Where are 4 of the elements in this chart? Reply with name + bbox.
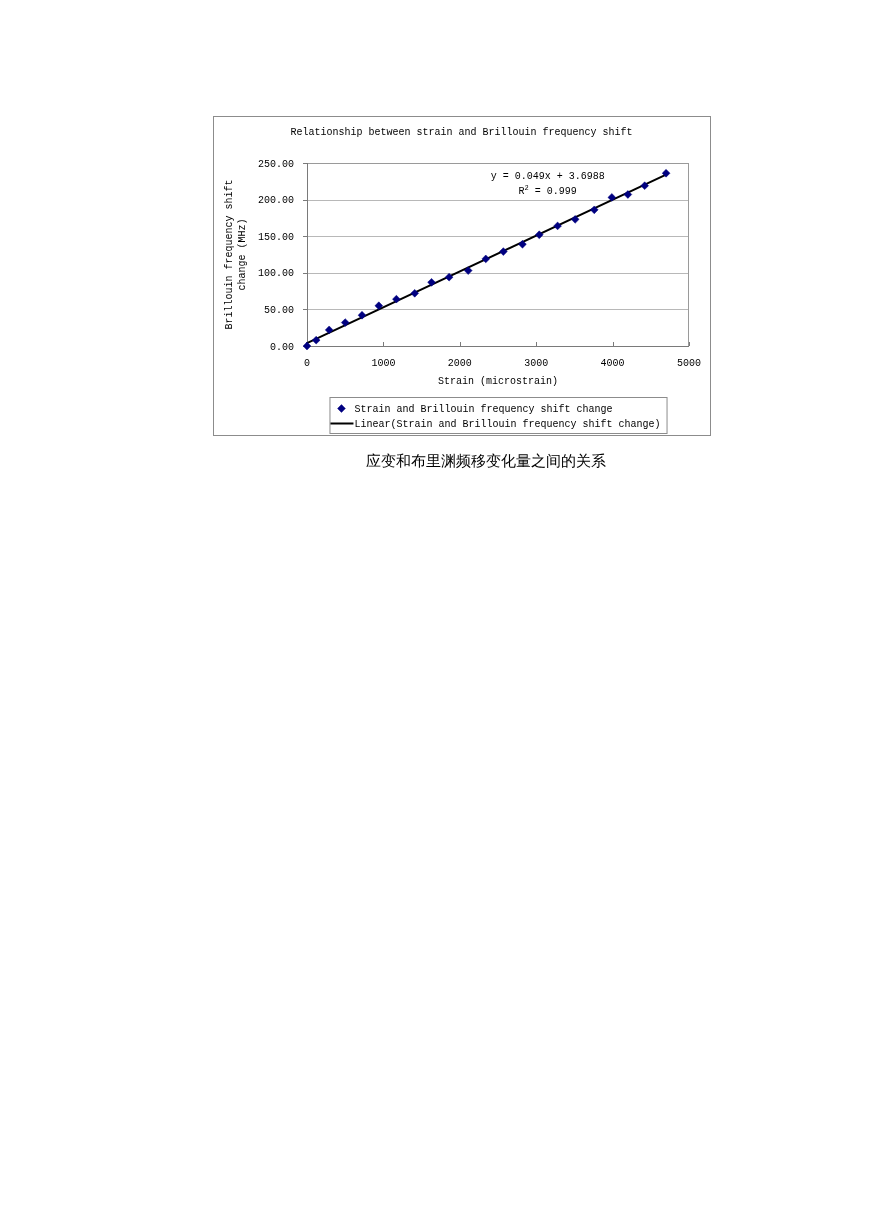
annotation: R$^{2}$ = 0.999 (518, 184, 577, 197)
annotation: y = 0.049x + 3.6988 (490, 170, 605, 182)
title: Relationship between strain and Brillouin frequency shift (290, 126, 633, 138)
caption: 应变和布里渊频移变化量之间的关系 (366, 453, 606, 469)
